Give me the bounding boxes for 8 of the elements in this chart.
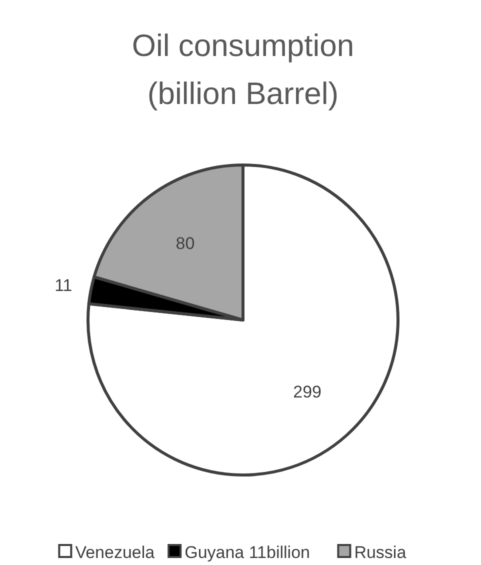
- pie-slice: [86, 164, 400, 476]
- data-label: 299: [293, 382, 322, 402]
- data-label: 11: [54, 276, 72, 295]
- data-label: 80: [176, 234, 195, 254]
- legend-label: Venezuela: [75, 542, 156, 562]
- chart-title: Oil consumption (billion Barrel): [132, 28, 354, 111]
- legend-label: Guyana 11billion: [184, 542, 310, 562]
- legend-label: Russia: [354, 542, 407, 562]
